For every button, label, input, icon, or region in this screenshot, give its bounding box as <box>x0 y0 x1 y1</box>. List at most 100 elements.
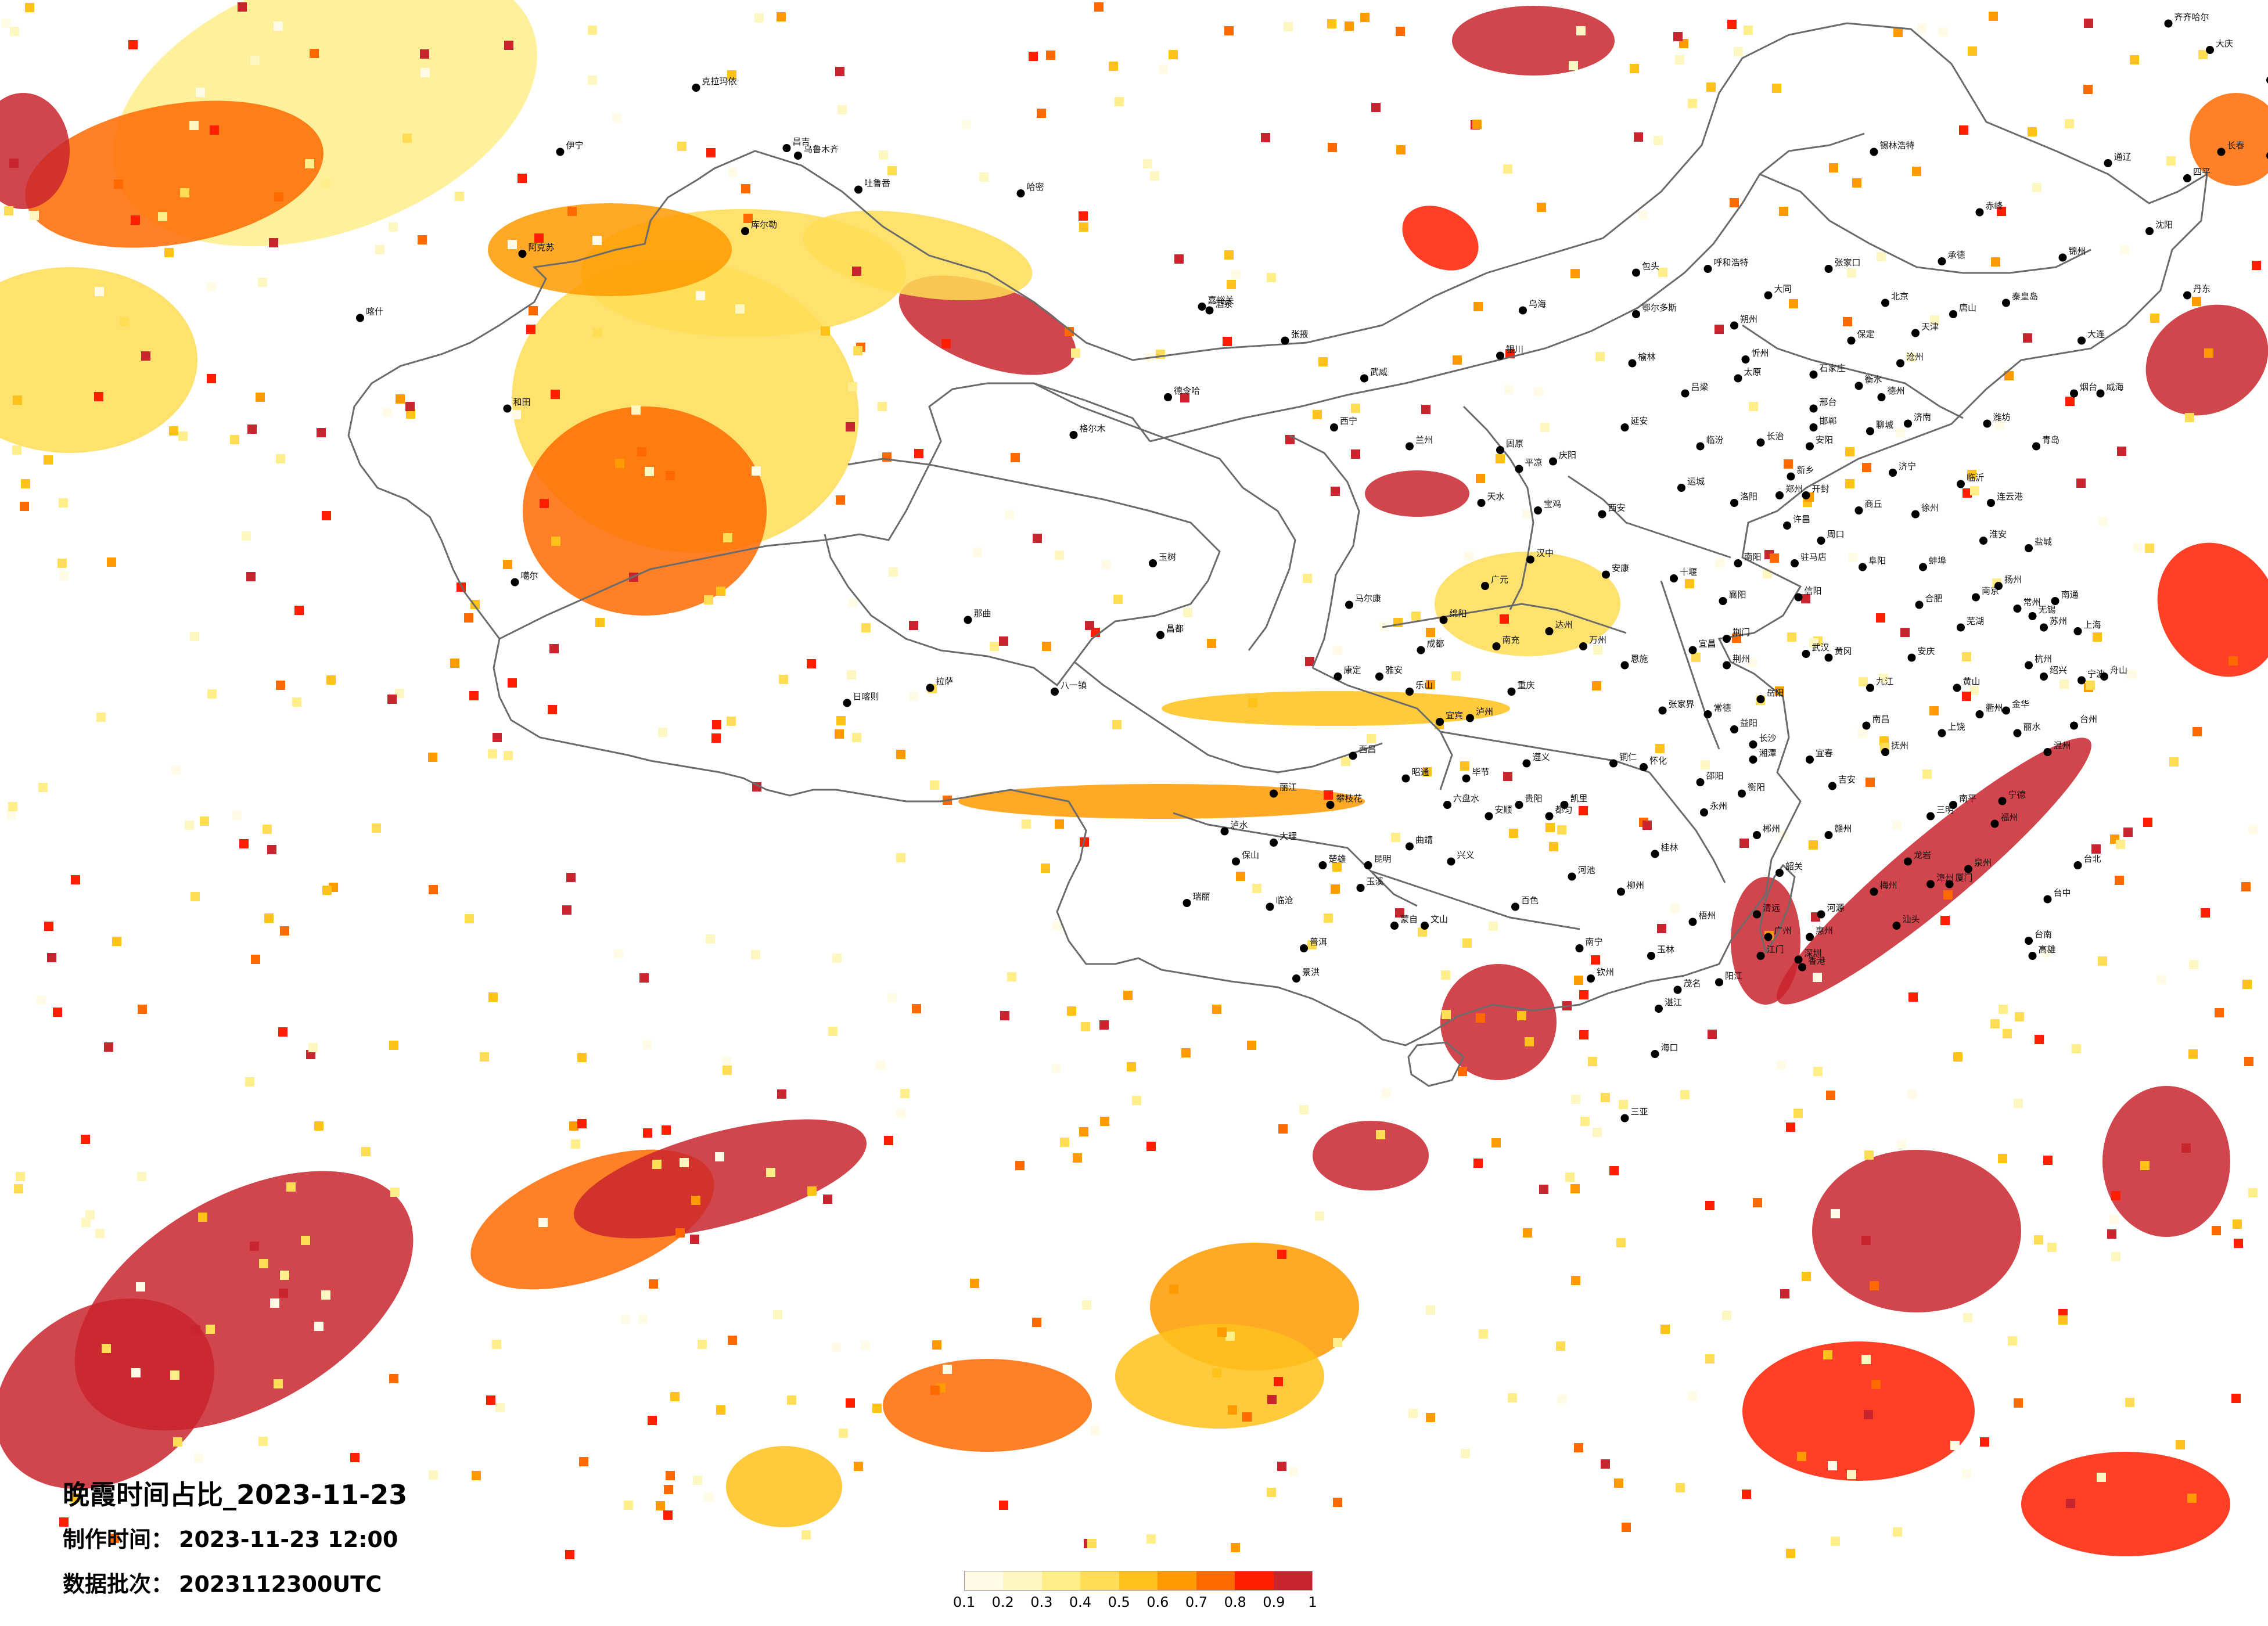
raster-cell <box>81 1218 91 1227</box>
city-marker: 桂林 <box>1651 843 1678 858</box>
city-label: 常州 <box>2023 597 2041 607</box>
raster-cell <box>2204 348 2213 358</box>
city-label: 潍坊 <box>1993 412 2011 423</box>
city-label: 广元 <box>1491 574 1508 585</box>
city-marker: 酒泉 <box>1205 299 1233 315</box>
raster-cell <box>1500 614 1509 624</box>
city-dot <box>1896 359 1904 368</box>
raster-cell <box>194 1454 203 1463</box>
raster-cell <box>1823 1350 1832 1359</box>
raster-cell <box>593 328 602 337</box>
city-label: 庆阳 <box>1559 450 1576 461</box>
raster-cell <box>1570 1184 1580 1193</box>
city-label: 温州 <box>2054 740 2071 751</box>
city-marker: 福州 <box>1990 812 2018 828</box>
city-marker: 湛江 <box>1655 997 1682 1013</box>
city-dot <box>1401 774 1410 783</box>
city-marker: 邵阳 <box>1696 771 1724 786</box>
raster-cell <box>1539 1185 1548 1194</box>
city-label: 景洪 <box>1302 967 1320 977</box>
city-marker: 张掖 <box>1281 329 1309 345</box>
raster-cell <box>1517 1011 1526 1020</box>
raster-cell <box>2059 679 2069 689</box>
raster-cell <box>1871 1380 1881 1389</box>
raster-cell <box>239 839 249 848</box>
raster-cell <box>390 1188 400 1197</box>
city-dot <box>1749 740 1757 749</box>
city-marker: 韶关 <box>1775 861 1803 877</box>
city-label: 黄山 <box>1963 677 1981 687</box>
city-marker: 台北 <box>2073 854 2101 869</box>
raster-cell <box>861 623 871 632</box>
city-label: 金华 <box>2012 699 2029 710</box>
raster-cell <box>896 1109 905 1118</box>
province-borders <box>347 22 2208 1087</box>
city-label: 阿克苏 <box>529 242 555 253</box>
city-dot <box>1292 974 1300 983</box>
city-marker: 日喀则 <box>843 692 879 707</box>
raster-cell <box>1579 990 1588 999</box>
city-dot <box>1809 404 1818 413</box>
colorbar-swatch <box>1003 1571 1042 1590</box>
city-dot <box>1281 336 1289 345</box>
city-label: 黄冈 <box>1835 646 1852 657</box>
raster-cell <box>1908 992 1918 1002</box>
raster-cell <box>1680 1090 1690 1099</box>
raster-cell <box>1422 767 1432 776</box>
city-label: 武威 <box>1370 367 1388 377</box>
raster-cell <box>2023 333 2032 343</box>
city-dot <box>2096 389 2105 398</box>
city-marker: 沧州 <box>1896 352 1924 368</box>
raster-cell <box>1962 692 1971 701</box>
raster-cell <box>1744 26 1753 35</box>
city-marker: 吕梁 <box>1681 382 1709 398</box>
raster-cell <box>2043 1156 2053 1165</box>
city-marker: 马尔康 <box>1345 593 1381 609</box>
city-label: 昌都 <box>1166 624 1184 634</box>
raster-cell <box>2201 908 2210 918</box>
raster-cell <box>852 733 861 742</box>
city-label: 丽水 <box>2023 722 2041 732</box>
colorbar-swatch <box>965 1571 1004 1590</box>
city-dot <box>1738 789 1746 798</box>
raster-patch <box>1452 6 1615 75</box>
raster-cell <box>1571 1276 1580 1285</box>
raster-cell <box>2111 1191 2120 1200</box>
city-dot <box>926 684 934 692</box>
raster-cell <box>1508 1393 1517 1402</box>
city-label: 重庆 <box>1518 680 1535 690</box>
city-marker: 呼和浩特 <box>1703 257 1749 273</box>
raster-cell <box>2098 956 2107 966</box>
raster-cell <box>1307 940 1317 949</box>
city-marker: 三亚 <box>1620 1107 1648 1123</box>
city-marker: 三明 <box>1926 805 1954 821</box>
raster-cell <box>1688 1391 1697 1401</box>
raster-cell <box>1150 171 1159 181</box>
raster-cell <box>110 1534 119 1543</box>
border-qinghai <box>824 458 1221 687</box>
raster-cell <box>1451 671 1461 681</box>
city-dot <box>2025 937 2033 945</box>
city-dot <box>1406 442 1414 451</box>
city-dot <box>2104 159 2112 167</box>
city-marker: 南通 <box>2051 589 2079 605</box>
raster-cell <box>854 1462 863 1471</box>
city-marker: 上饶 <box>1938 722 1965 738</box>
city-label: 都匀 <box>1555 805 1573 815</box>
city-dot <box>1817 910 1825 919</box>
raster-cell <box>1458 1067 1467 1076</box>
city-dot <box>1417 646 1425 654</box>
raster-cell <box>1396 145 1406 154</box>
raster-cell <box>96 713 106 722</box>
raster-cell <box>777 1089 786 1099</box>
raster-cell <box>1549 842 1558 851</box>
city-marker: 蚌埠 <box>1919 556 1946 571</box>
city-marker: 伊宁 <box>556 141 584 156</box>
city-dot <box>1798 963 1806 972</box>
raster-cell <box>2248 825 2258 834</box>
raster-cell <box>909 621 918 630</box>
city-label: 江门 <box>1767 944 1784 955</box>
city-dot <box>1870 148 1878 156</box>
raster-cell <box>2032 183 2041 192</box>
city-dot <box>1756 438 1765 447</box>
